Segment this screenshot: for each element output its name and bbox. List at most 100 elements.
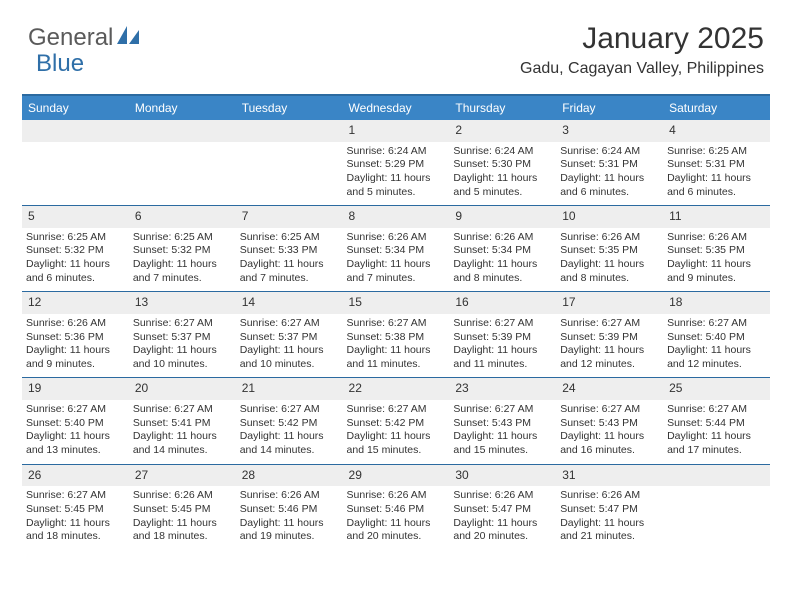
day-number-cell: 23 bbox=[449, 378, 556, 400]
daylight-line: Daylight: 11 hours and 7 minutes. bbox=[240, 258, 339, 285]
calendar-table: SundayMondayTuesdayWednesdayThursdayFrid… bbox=[22, 94, 770, 550]
day-detail-cell: Sunrise: 6:24 AMSunset: 5:30 PMDaylight:… bbox=[449, 142, 556, 206]
day-number: 2 bbox=[455, 123, 550, 139]
daylight-line: Daylight: 11 hours and 12 minutes. bbox=[667, 344, 766, 371]
day-detail-cell: Sunrise: 6:25 AMSunset: 5:31 PMDaylight:… bbox=[663, 142, 770, 206]
calendar-daynum-row: 262728293031 bbox=[22, 464, 770, 486]
day-number: 16 bbox=[455, 295, 550, 311]
sunset-line: Sunset: 5:42 PM bbox=[347, 417, 446, 431]
day-number: 4 bbox=[669, 123, 764, 139]
day-number: 5 bbox=[28, 209, 123, 225]
sunset-line: Sunset: 5:39 PM bbox=[453, 331, 552, 345]
daylight-line: Daylight: 11 hours and 5 minutes. bbox=[347, 172, 446, 199]
calendar-daynum-row: 567891011 bbox=[22, 206, 770, 228]
day-number-cell: 9 bbox=[449, 206, 556, 228]
sunrise-line: Sunrise: 6:26 AM bbox=[347, 489, 446, 503]
day-detail-cell: Sunrise: 6:26 AMSunset: 5:47 PMDaylight:… bbox=[556, 486, 663, 550]
day-number-cell: 18 bbox=[663, 292, 770, 314]
day-detail-cell: Sunrise: 6:27 AMSunset: 5:45 PMDaylight:… bbox=[22, 486, 129, 550]
day-number: 19 bbox=[28, 381, 123, 397]
calendar-detail-row: Sunrise: 6:25 AMSunset: 5:32 PM Daylight:… bbox=[22, 228, 770, 292]
sunrise-line: Sunrise: 6:27 AM bbox=[667, 317, 766, 331]
daylight-line: Daylight: 11 hours and 11 minutes. bbox=[453, 344, 552, 371]
daylight-line: Daylight: 11 hours and 8 minutes. bbox=[560, 258, 659, 285]
sunrise-line: Sunrise: 6:27 AM bbox=[347, 317, 446, 331]
day-detail-cell: Sunrise: 6:27 AMSunset: 5:40 PMDaylight:… bbox=[663, 314, 770, 378]
sunrise-line: Sunrise: 6:27 AM bbox=[453, 317, 552, 331]
sunset-line: Sunset: 5:45 PM bbox=[26, 503, 125, 517]
sunrise-line: Sunrise: 6:26 AM bbox=[133, 489, 232, 503]
sunset-line: Sunset: 5:44 PM bbox=[667, 417, 766, 431]
day-number-cell: 1 bbox=[343, 120, 450, 142]
calendar-detail-row: Sunrise: 6:26 AMSunset: 5:36 PMDaylight:… bbox=[22, 314, 770, 378]
day-number: 6 bbox=[135, 209, 230, 225]
daylight-line: Daylight: 11 hours and 21 minutes. bbox=[560, 517, 659, 544]
day-detail-cell: Sunrise: 6:27 AMSunset: 5:40 PMDaylight:… bbox=[22, 400, 129, 464]
day-detail-cell bbox=[22, 142, 129, 206]
day-number-cell: 5 bbox=[22, 206, 129, 228]
day-number-cell: 11 bbox=[663, 206, 770, 228]
sunrise-line: Sunrise: 6:27 AM bbox=[133, 317, 232, 331]
day-number: 22 bbox=[349, 381, 444, 397]
sunset-line: Sunset: 5:43 PM bbox=[560, 417, 659, 431]
daylight-line: Daylight: 11 hours and 18 minutes. bbox=[133, 517, 232, 544]
brand-logo: General Blue bbox=[28, 24, 139, 52]
day-number: 30 bbox=[455, 468, 550, 484]
day-number-cell: 15 bbox=[343, 292, 450, 314]
sunrise-line: Sunrise: 6:27 AM bbox=[26, 489, 125, 503]
sunrise-line: Sunrise: 6:24 AM bbox=[453, 145, 552, 159]
day-detail-cell: Sunrise: 6:27 AMSunset: 5:39 PMDaylight:… bbox=[449, 314, 556, 378]
daylight-line: Daylight: 11 hours and 15 minutes. bbox=[347, 430, 446, 457]
day-of-week-header: Monday bbox=[129, 95, 236, 120]
sunrise-line: Sunrise: 6:24 AM bbox=[347, 145, 446, 159]
day-detail-cell: Sunrise: 6:27 AMSunset: 5:37 PMDaylight:… bbox=[129, 314, 236, 378]
day-detail-cell: Sunrise: 6:26 AMSunset: 5:46 PMDaylight:… bbox=[343, 486, 450, 550]
sunset-line: Sunset: 5:40 PM bbox=[667, 331, 766, 345]
sunset-line: Sunset: 5:47 PM bbox=[560, 503, 659, 517]
sunset-line: Sunset: 5:45 PM bbox=[133, 503, 232, 517]
sunrise-line: Sunrise: 6:26 AM bbox=[347, 231, 446, 245]
daylight-line: Daylight: 11 hours and 8 minutes. bbox=[453, 258, 552, 285]
day-number: 28 bbox=[242, 468, 337, 484]
day-number: 3 bbox=[562, 123, 657, 139]
sunrise-line: Sunrise: 6:27 AM bbox=[667, 403, 766, 417]
sunset-line: Sunset: 5:31 PM bbox=[667, 158, 766, 172]
day-detail-cell: Sunrise: 6:26 AMSunset: 5:47 PMDaylight:… bbox=[449, 486, 556, 550]
day-number-cell: 31 bbox=[556, 464, 663, 486]
day-detail-cell: Sunrise: 6:26 AMSunset: 5:35 PMDaylight:… bbox=[663, 228, 770, 292]
sunrise-line: Sunrise: 6:27 AM bbox=[347, 403, 446, 417]
sunset-line: Sunset: 5:35 PM bbox=[560, 244, 659, 258]
calendar-daynum-row: 19202122232425 bbox=[22, 378, 770, 400]
sunset-line: Sunset: 5:37 PM bbox=[240, 331, 339, 345]
sunrise-line: Sunrise: 6:26 AM bbox=[240, 489, 339, 503]
day-detail-cell bbox=[663, 486, 770, 550]
sunset-line: Sunset: 5:41 PM bbox=[133, 417, 232, 431]
day-number: 14 bbox=[242, 295, 337, 311]
day-detail-cell: Sunrise: 6:25 AMSunset: 5:33 PMDaylight:… bbox=[236, 228, 343, 292]
daylight-line: Daylight: 11 hours and 15 minutes. bbox=[453, 430, 552, 457]
day-detail-cell: Sunrise: 6:27 AMSunset: 5:39 PMDaylight:… bbox=[556, 314, 663, 378]
sunset-line: Sunset: 5:40 PM bbox=[26, 417, 125, 431]
logo-text-2: Blue bbox=[36, 50, 84, 78]
sunset-line: Sunset: 5:34 PM bbox=[347, 244, 446, 258]
day-detail-cell bbox=[236, 142, 343, 206]
calendar-header-row: SundayMondayTuesdayWednesdayThursdayFrid… bbox=[22, 95, 770, 120]
sunrise-line: Sunrise: 6:25 AM bbox=[26, 231, 125, 245]
day-detail-cell: Sunrise: 6:26 AMSunset: 5:45 PMDaylight:… bbox=[129, 486, 236, 550]
day-detail-cell: Sunrise: 6:27 AMSunset: 5:42 PMDaylight:… bbox=[236, 400, 343, 464]
day-number: 18 bbox=[669, 295, 764, 311]
day-number-cell: 27 bbox=[129, 464, 236, 486]
day-of-week-header: Wednesday bbox=[343, 95, 450, 120]
day-detail-cell: Sunrise: 6:25 AMSunset: 5:32 PMDaylight:… bbox=[129, 228, 236, 292]
day-detail-cell: Sunrise: 6:26 AMSunset: 5:46 PMDaylight:… bbox=[236, 486, 343, 550]
daylight-line: Daylight: 11 hours and 10 minutes. bbox=[133, 344, 232, 371]
daylight-line: Daylight: 11 hours and 17 minutes. bbox=[667, 430, 766, 457]
sunset-line: Sunset: 5:30 PM bbox=[453, 158, 552, 172]
daylight-line: Daylight: 11 hours and 6 minutes. bbox=[667, 172, 766, 199]
day-number: 13 bbox=[135, 295, 230, 311]
day-detail-cell: Sunrise: 6:26 AMSunset: 5:34 PMDaylight:… bbox=[343, 228, 450, 292]
sunrise-line: Sunrise: 6:24 AM bbox=[560, 145, 659, 159]
sunrise-line: Sunrise: 6:26 AM bbox=[560, 231, 659, 245]
sunset-line: Sunset: 5:32 PM bbox=[26, 244, 125, 258]
sunset-line: Sunset: 5:46 PM bbox=[240, 503, 339, 517]
